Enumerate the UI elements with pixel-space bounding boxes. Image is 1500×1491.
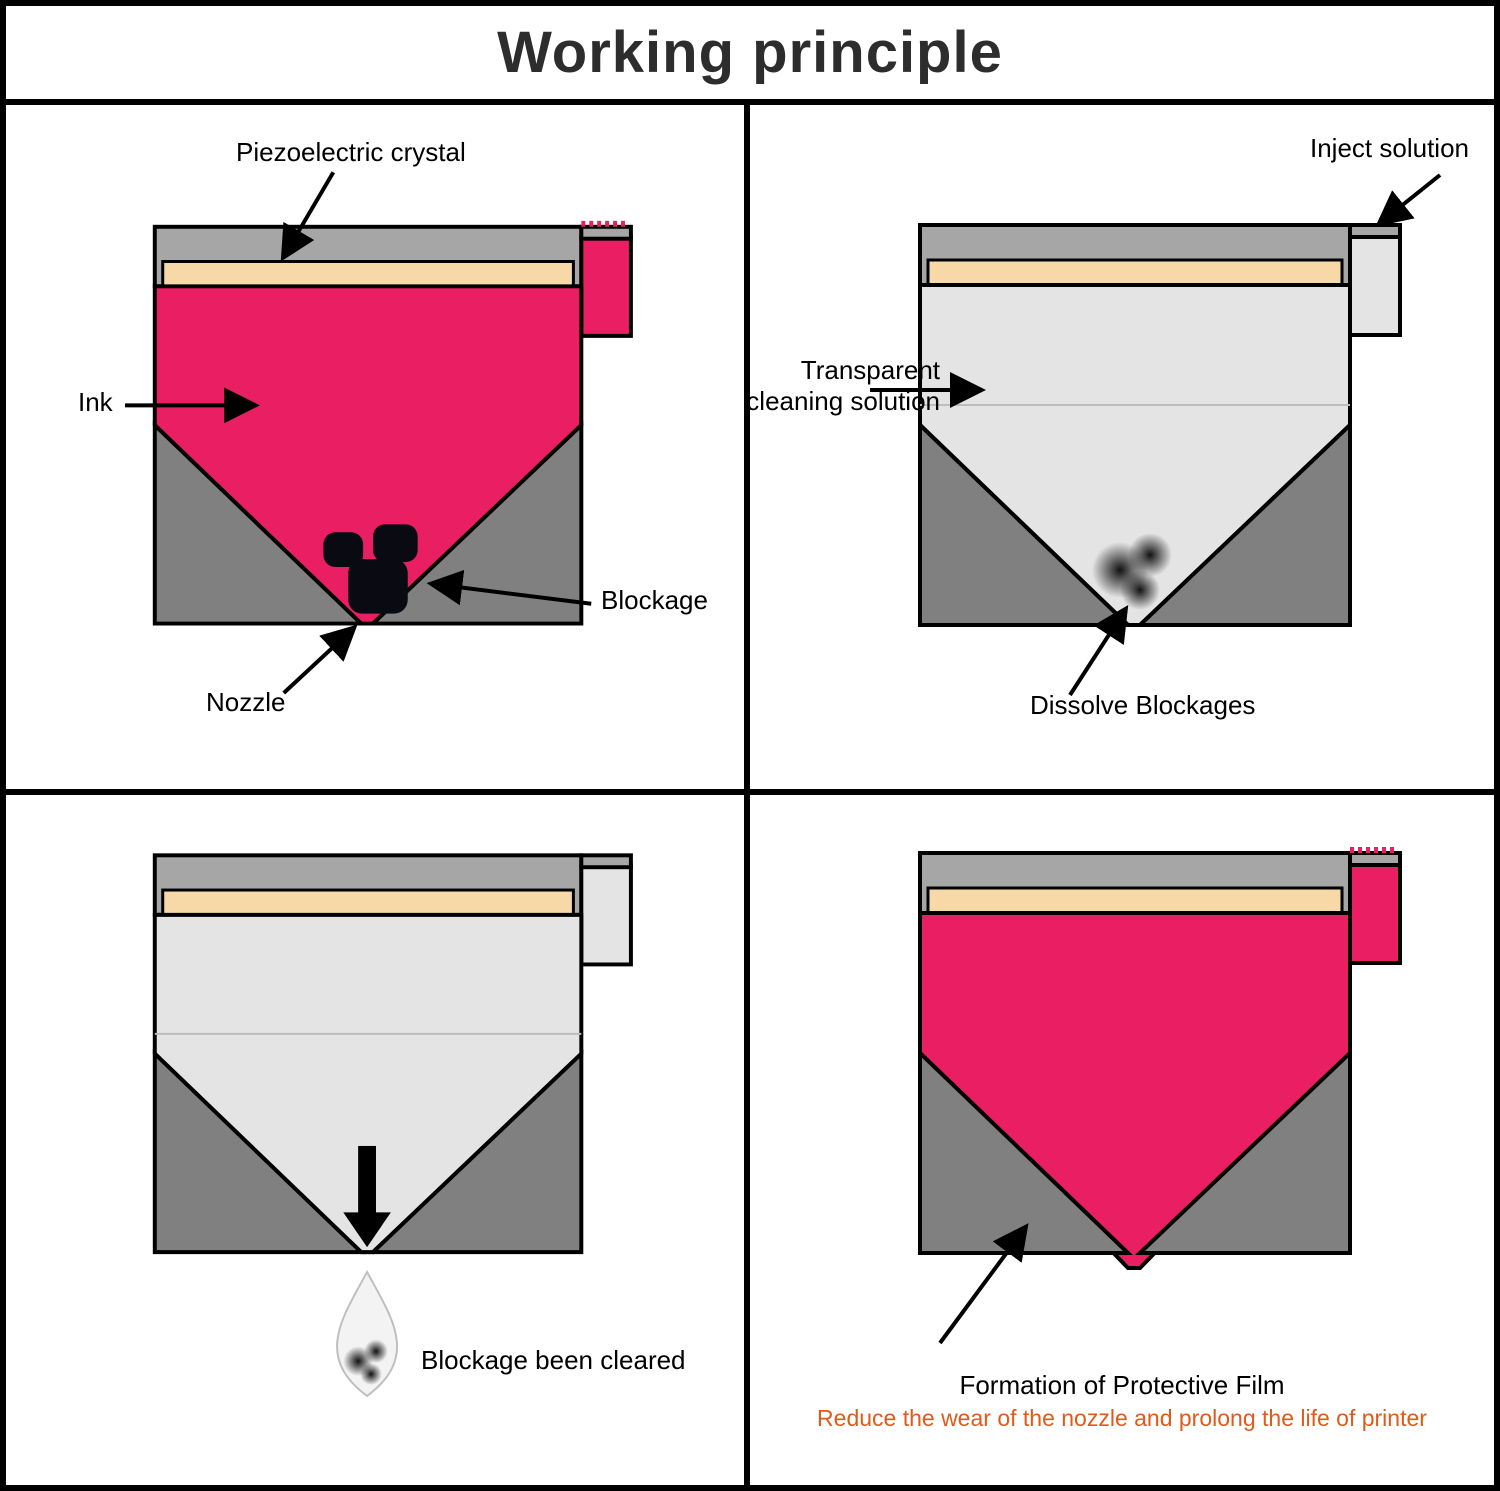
- diagram-frame: Working principle: [0, 0, 1500, 1491]
- label-dissolve: Dissolve Blockages: [1030, 690, 1255, 721]
- arrow-nozzle: [284, 629, 353, 693]
- arrow-inject: [1380, 175, 1440, 223]
- label-nozzle: Nozzle: [206, 687, 285, 718]
- panel-tl-svg: [6, 105, 744, 789]
- panel-top-left: Piezoelectric crystal Ink Blockage Nozzl…: [6, 105, 750, 795]
- title-bar: Working principle: [6, 6, 1494, 105]
- label-cleared: Blockage been cleared: [421, 1345, 686, 1376]
- panel-grid: Piezoelectric crystal Ink Blockage Nozzl…: [6, 105, 1494, 1485]
- label-blockage: Blockage: [601, 585, 708, 616]
- panel-top-right: Inject solution Transparent cleaning sol…: [750, 105, 1494, 795]
- panel-bl-svg: [6, 795, 744, 1485]
- label-inject: Inject solution: [1310, 133, 1469, 164]
- panel-bottom-right: Formation of Protective Film Reduce the …: [750, 795, 1494, 1485]
- page-title: Working principle: [497, 19, 1003, 86]
- label-transparent: Transparent cleaning solution: [740, 355, 940, 417]
- label-reduce: Reduce the wear of the nozzle and prolon…: [750, 1405, 1494, 1432]
- panel-bottom-left: Blockage been cleared: [6, 795, 750, 1485]
- label-formation: Formation of Protective Film: [750, 1370, 1494, 1401]
- label-ink: Ink: [78, 387, 113, 418]
- label-piezo: Piezoelectric crystal: [236, 137, 466, 168]
- panel-tr-svg: [750, 105, 1494, 789]
